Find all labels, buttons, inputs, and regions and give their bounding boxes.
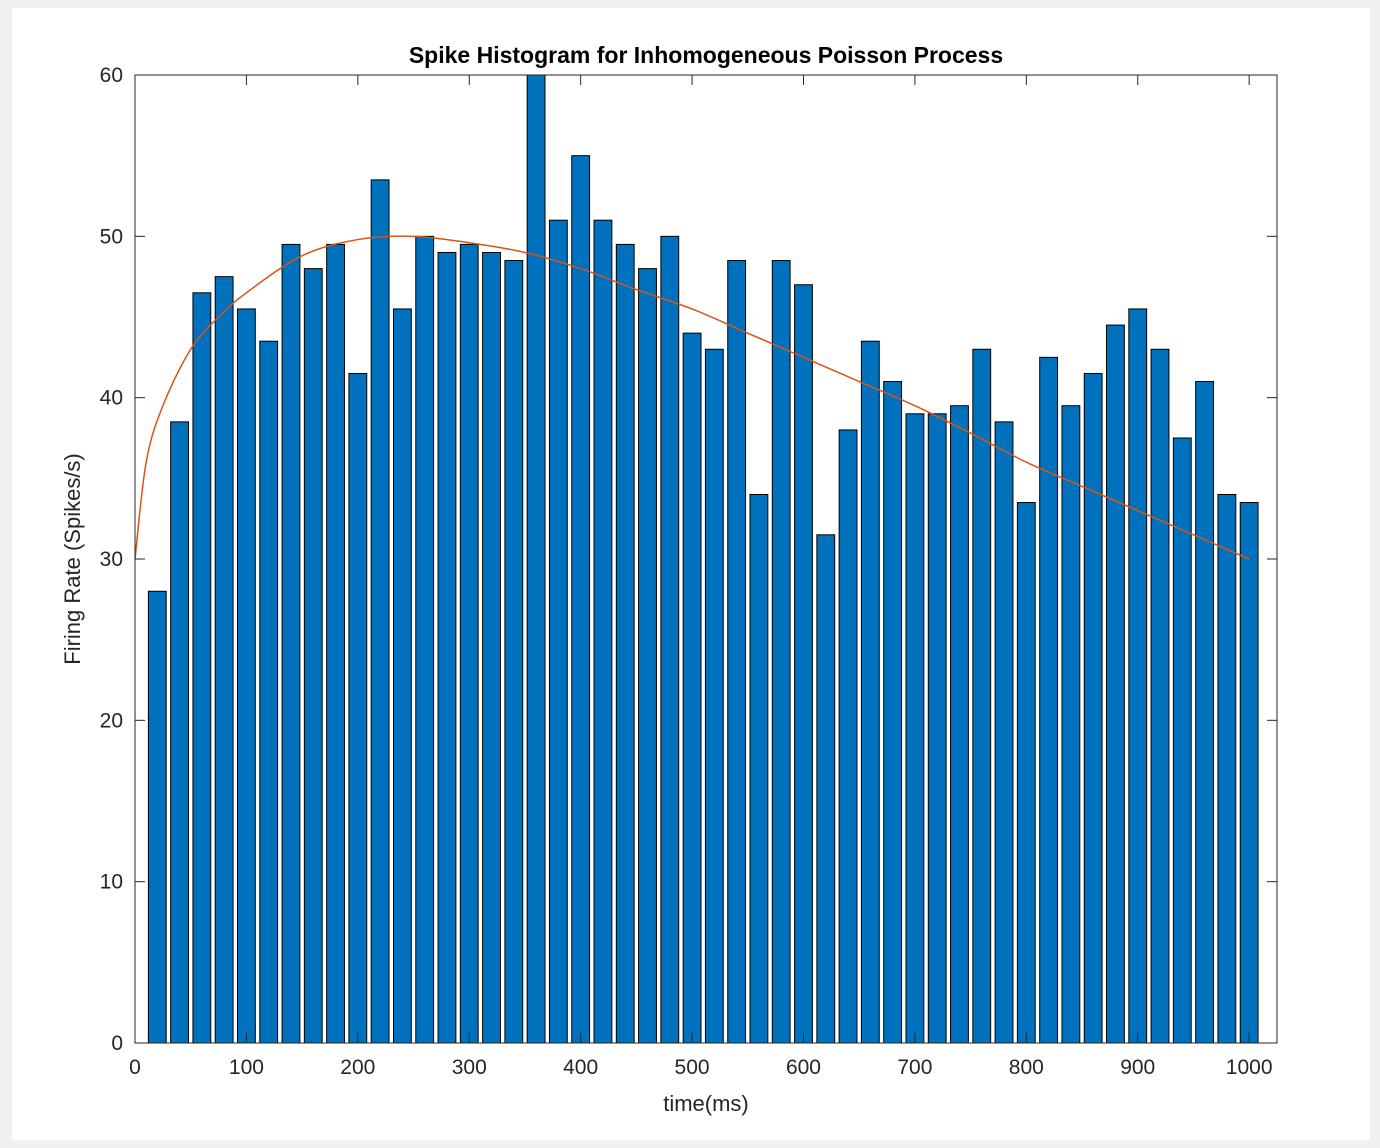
x-tick-label: 700: [897, 1056, 932, 1079]
histogram-bar: [1106, 324, 1125, 1044]
histogram-bar: [281, 243, 301, 1044]
histogram-bar: [927, 413, 947, 1044]
histogram-bar: [1195, 381, 1214, 1044]
histogram-bar: [727, 260, 747, 1044]
histogram-bar: [348, 372, 368, 1044]
histogram-bar: [994, 421, 1014, 1044]
histogram-bar: [237, 308, 256, 1044]
y-tick-label: 10: [100, 871, 123, 894]
histogram-bar: [794, 284, 813, 1044]
histogram-bar: [950, 405, 969, 1044]
histogram-bar: [214, 276, 234, 1044]
histogram-bar: [615, 243, 635, 1044]
figure-window: 0 100 200 300 400 500 600 700 800 900 1000 0 10 20 30 4…: [12, 8, 1370, 1140]
histogram-bar: [749, 493, 769, 1044]
y-tick-label: 30: [100, 548, 123, 571]
y-tick-label: 60: [100, 64, 123, 87]
histogram-bar: [1217, 493, 1237, 1044]
rate-function-curve: [134, 235, 1250, 560]
histogram-bar: [838, 429, 858, 1044]
histogram-bar: [660, 235, 680, 1044]
x-axis-label: time(ms): [663, 1091, 749, 1116]
chart-title: Spike Histogram for Inhomogeneous Poisso…: [409, 42, 1003, 68]
histogram-bar: [1128, 308, 1148, 1044]
ticks-layer: 0 100 200 300 400 500 600 700 800 900 1000 0 10 20 30 4…: [100, 64, 1277, 1079]
histogram-bar: [437, 251, 457, 1044]
histogram-bar: [170, 421, 189, 1044]
histogram-bar: [326, 243, 345, 1044]
histogram-bar: [482, 251, 501, 1044]
y-tick-label: 20: [100, 709, 123, 732]
histogram-bar: [370, 179, 390, 1044]
y-axis-label: Firing Rate (Spikes/s): [60, 453, 85, 665]
x-tick-label: 0: [129, 1056, 141, 1079]
histogram-bar: [526, 74, 546, 1044]
x-tick-label: 1000: [1226, 1056, 1273, 1079]
x-tick-label: 800: [1009, 1056, 1044, 1079]
histogram-bar: [1239, 502, 1259, 1044]
y-tick-label: 40: [100, 387, 123, 410]
histogram-bar: [593, 219, 613, 1044]
histogram-bar: [1061, 405, 1081, 1044]
y-tick-label: 0: [111, 1032, 123, 1055]
x-tick-label: 500: [675, 1056, 710, 1079]
histogram-bar: [571, 155, 591, 1044]
histogram-bar: [905, 413, 925, 1044]
x-tick-label: 300: [452, 1056, 487, 1079]
x-tick-label: 400: [563, 1056, 598, 1079]
histogram-bar: [1039, 356, 1059, 1044]
histogram-bar: [147, 590, 167, 1044]
x-tick-label: 200: [340, 1056, 375, 1079]
histogram-bar: [771, 260, 791, 1044]
histogram-bar: [459, 243, 479, 1044]
y-tick-label: 50: [100, 225, 123, 248]
histogram-bar: [638, 268, 657, 1044]
histogram-bar: [883, 381, 903, 1044]
histogram-bar: [548, 219, 568, 1044]
x-tick-label: 100: [229, 1056, 264, 1079]
histogram-bar: [816, 534, 836, 1044]
histogram-bar: [682, 332, 702, 1044]
histogram-bar: [1172, 437, 1192, 1044]
histogram-bar: [303, 268, 323, 1044]
histogram-bar: [1016, 502, 1036, 1044]
x-tick-label: 600: [786, 1056, 821, 1079]
histogram-bar: [392, 308, 412, 1044]
x-tick-label: 900: [1120, 1056, 1155, 1079]
histogram-bar: [415, 235, 435, 1044]
histogram-bar: [1083, 372, 1103, 1044]
histogram-bar: [704, 348, 724, 1044]
histogram-bar: [860, 340, 880, 1044]
histogram-bar: [972, 348, 992, 1044]
histogram-bar: [504, 260, 524, 1044]
histogram-bar: [192, 292, 212, 1044]
spike-histogram-chart: 0 100 200 300 400 500 600 700 800 900 1000 0 10 20 30 4…: [60, 42, 1278, 1116]
histogram-bar: [1150, 348, 1170, 1044]
histogram-bar: [259, 340, 279, 1044]
